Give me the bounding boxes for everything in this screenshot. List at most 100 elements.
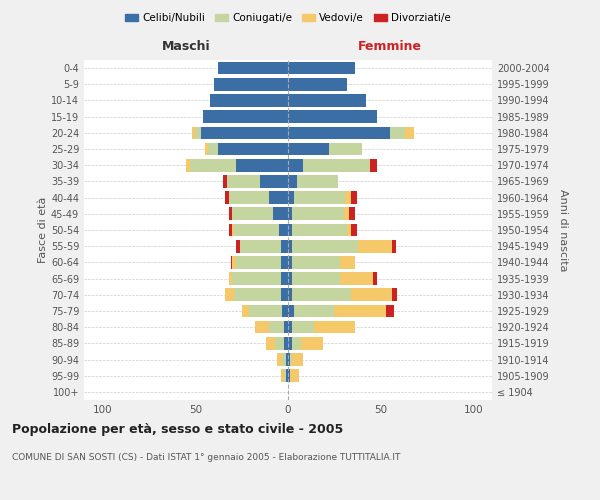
Bar	[349, 208, 355, 220]
Bar	[290, 353, 292, 366]
Bar	[288, 62, 355, 74]
Bar	[269, 321, 284, 334]
Bar	[266, 337, 275, 349]
Bar	[214, 78, 288, 90]
Bar	[314, 321, 355, 334]
Bar	[284, 321, 288, 334]
Y-axis label: Anni di nascita: Anni di nascita	[558, 188, 568, 271]
Bar	[279, 224, 288, 236]
Bar	[275, 337, 284, 349]
Bar	[329, 142, 362, 156]
Bar	[288, 337, 292, 349]
Bar	[288, 159, 303, 172]
Bar	[223, 175, 227, 188]
Bar	[269, 192, 288, 204]
Bar	[191, 126, 195, 139]
Bar	[218, 142, 288, 156]
Bar	[236, 240, 240, 252]
Bar	[234, 224, 279, 236]
Bar	[288, 78, 347, 90]
Bar	[293, 192, 346, 204]
Bar	[288, 110, 377, 123]
Bar	[292, 256, 340, 268]
Bar	[386, 304, 394, 318]
Bar	[288, 224, 292, 236]
Bar	[288, 370, 290, 382]
Bar	[230, 256, 232, 268]
Bar	[288, 353, 290, 366]
Bar	[249, 304, 283, 318]
Bar	[340, 272, 373, 285]
Bar	[292, 321, 314, 334]
Bar	[201, 126, 288, 139]
Bar	[373, 272, 377, 285]
Bar	[288, 142, 329, 156]
Bar	[190, 159, 236, 172]
Bar	[227, 175, 260, 188]
Bar	[284, 370, 286, 382]
Bar	[229, 224, 232, 236]
Bar	[225, 288, 234, 301]
Bar	[208, 142, 218, 156]
Bar	[392, 288, 397, 301]
Bar	[292, 337, 301, 349]
Bar	[288, 304, 293, 318]
Bar	[351, 224, 356, 236]
Bar	[351, 192, 356, 204]
Bar	[292, 224, 347, 236]
Bar	[232, 272, 281, 285]
Bar	[232, 256, 236, 268]
Bar	[292, 272, 340, 285]
Bar	[347, 224, 351, 236]
Bar	[186, 159, 190, 172]
Bar	[284, 337, 288, 349]
Bar	[229, 272, 232, 285]
Bar	[281, 240, 288, 252]
Text: Maschi: Maschi	[161, 40, 211, 52]
Bar	[234, 288, 281, 301]
Bar	[288, 321, 292, 334]
Bar	[195, 126, 201, 139]
Bar	[236, 159, 288, 172]
Bar	[229, 192, 269, 204]
Y-axis label: Fasce di età: Fasce di età	[38, 197, 48, 263]
Bar	[288, 192, 293, 204]
Bar	[254, 321, 269, 334]
Bar	[288, 288, 292, 301]
Bar	[210, 94, 288, 107]
Bar	[390, 126, 405, 139]
Bar	[358, 240, 392, 252]
Bar	[334, 304, 386, 318]
Bar	[281, 288, 288, 301]
Bar	[303, 159, 370, 172]
Bar	[292, 240, 358, 252]
Bar	[346, 192, 351, 204]
Bar	[288, 272, 292, 285]
Bar	[240, 240, 281, 252]
Bar	[286, 370, 288, 382]
Bar	[232, 208, 273, 220]
Bar	[236, 256, 281, 268]
Bar	[277, 353, 283, 366]
Bar	[283, 353, 286, 366]
Bar	[283, 304, 288, 318]
Bar	[292, 208, 344, 220]
Bar	[281, 370, 284, 382]
Bar	[392, 240, 395, 252]
Legend: Celibi/Nubili, Coniugati/e, Vedovi/e, Divorziati/e: Celibi/Nubili, Coniugati/e, Vedovi/e, Di…	[121, 9, 455, 28]
Bar	[292, 353, 303, 366]
Text: Femmine: Femmine	[358, 40, 422, 52]
Bar	[225, 192, 229, 204]
Bar	[340, 256, 355, 268]
Bar	[288, 256, 292, 268]
Bar	[405, 126, 414, 139]
Bar	[288, 175, 297, 188]
Bar	[286, 353, 288, 366]
Text: COMUNE DI SAN SOSTI (CS) - Dati ISTAT 1° gennaio 2005 - Elaborazione TUTTITALIA.: COMUNE DI SAN SOSTI (CS) - Dati ISTAT 1°…	[12, 452, 400, 462]
Bar	[281, 256, 288, 268]
Bar	[218, 62, 288, 74]
Bar	[273, 208, 288, 220]
Bar	[288, 126, 390, 139]
Text: Popolazione per età, sesso e stato civile - 2005: Popolazione per età, sesso e stato civil…	[12, 422, 343, 436]
Bar	[370, 159, 377, 172]
